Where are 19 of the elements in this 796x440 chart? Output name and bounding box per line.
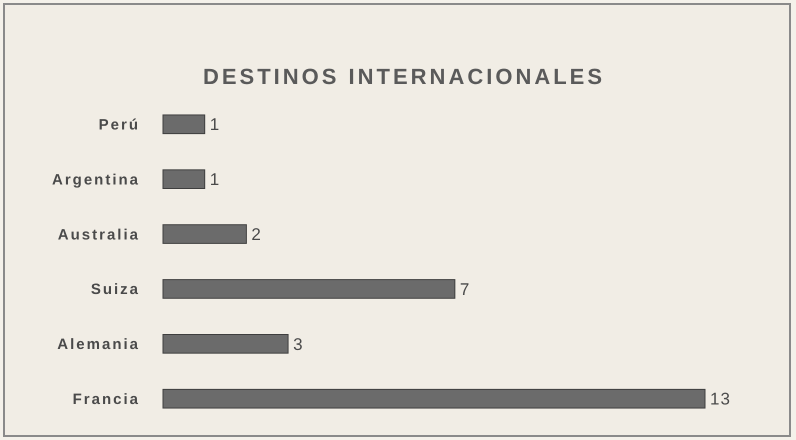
data-label: 2 bbox=[251, 225, 262, 244]
y-tick-label: Francia bbox=[72, 390, 140, 408]
data-label: 1 bbox=[210, 170, 220, 190]
y-tick-label: Argentina bbox=[52, 171, 140, 188]
y-tick-label: Perú bbox=[98, 116, 140, 134]
y-tick-label: Suiza bbox=[90, 281, 140, 298]
bar bbox=[162, 334, 289, 354]
chart-title: DESTINOS INTERNACIONALES bbox=[202, 64, 606, 89]
y-tick-label: Australia bbox=[58, 226, 140, 244]
bar bbox=[162, 114, 206, 134]
data-label: 3 bbox=[293, 334, 304, 354]
data-label: 1 bbox=[210, 115, 220, 134]
bar bbox=[162, 388, 706, 409]
bar bbox=[162, 279, 456, 299]
data-label: 13 bbox=[710, 390, 731, 409]
data-label: 7 bbox=[460, 280, 470, 299]
bar bbox=[162, 224, 247, 244]
y-tick-label: Alemania bbox=[57, 336, 140, 354]
bar bbox=[162, 169, 206, 189]
